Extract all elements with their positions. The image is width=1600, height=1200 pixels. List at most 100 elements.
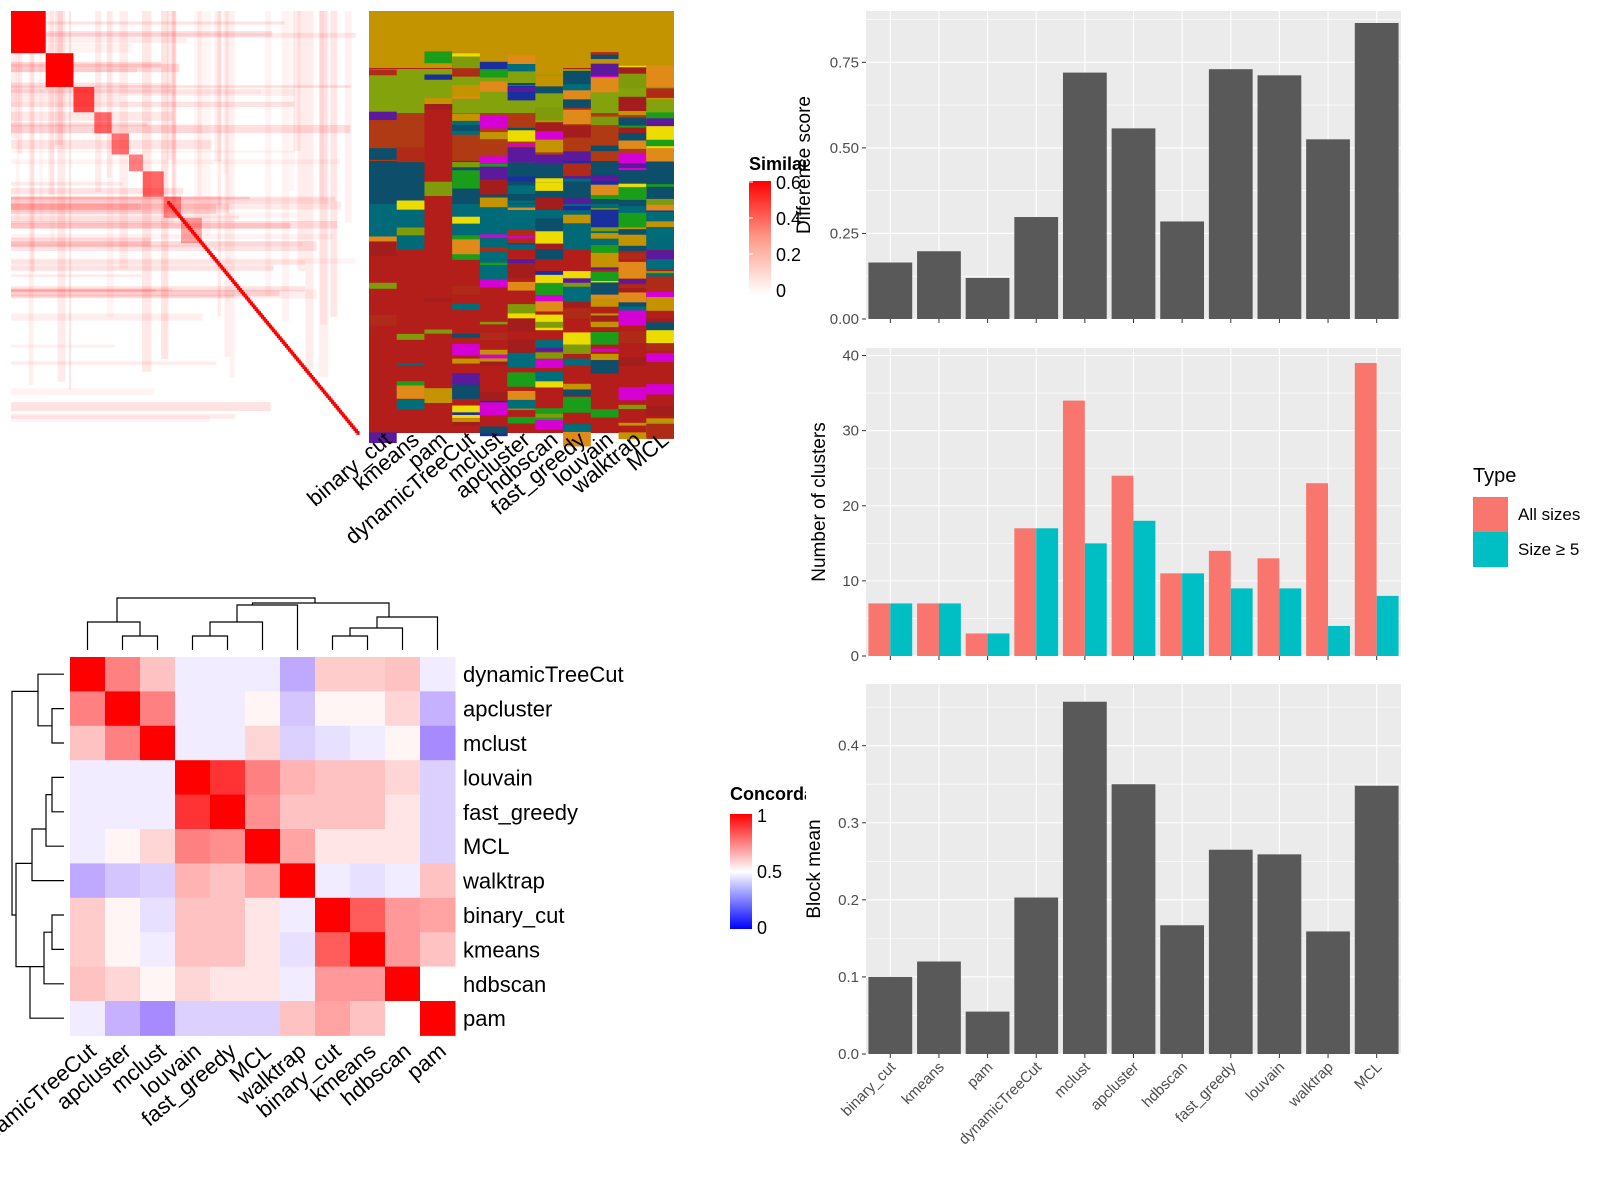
concordance-cell: [280, 760, 316, 796]
similarity-band: [11, 215, 239, 220]
similarity-band: [297, 11, 306, 272]
similarity-legend-title: Similarity: [749, 154, 830, 174]
assignment-cell: [479, 197, 508, 208]
similarity-diagonal-cell: [305, 369, 309, 373]
assignment-cell: [618, 404, 647, 410]
y-tick-label: 30: [842, 423, 859, 440]
bar: [917, 251, 961, 319]
similarity-diagonal-cell: [356, 431, 360, 435]
assignment-cell: [563, 286, 591, 302]
block-mean-chart: 0.0 0.1 0.2 0.3 0.4 binary_cut kmeans pamdynami…: [804, 684, 1401, 1148]
legend-swatch-all-sizes: [1473, 497, 1508, 532]
assignment-cell: [479, 361, 508, 366]
similarity-band: [11, 290, 280, 297]
similarity-diagonal-cell: [340, 411, 344, 416]
assignment-cell: [590, 348, 619, 352]
assignment-cell: [369, 314, 397, 326]
assignment-cell: [563, 214, 591, 224]
similarity-diagonal-cell: [189, 227, 193, 232]
concordance-cell: [420, 932, 456, 968]
concordance-cell: [245, 794, 281, 830]
similarity-band: [11, 388, 155, 395]
x-tick-label: louvain: [1243, 1059, 1289, 1105]
assignment-cell: [618, 284, 647, 289]
assignment-cell: [507, 200, 536, 203]
similarity-diagonal-cell: [326, 394, 330, 399]
concordance-cell: [420, 691, 456, 727]
assignment-cell: [563, 90, 591, 100]
similarity-band: [11, 361, 217, 365]
concordance-cell: [245, 863, 281, 899]
concordance-row-dendrogram: [11, 673, 64, 1019]
similarity-band: [197, 11, 202, 197]
assignment-cell: [646, 65, 674, 82]
assignment-cell: [590, 331, 619, 345]
concordance-cell: [350, 1001, 386, 1036]
assignment-cell: [563, 198, 591, 204]
assignment-cell: [535, 197, 564, 210]
concordance-legend-tick-label: 1: [757, 806, 767, 826]
bar: [917, 603, 939, 656]
similarity-band: [11, 31, 273, 37]
assignment-cell: [563, 431, 591, 447]
assignment-cell: [646, 148, 674, 162]
dendrogram-branch: [331, 635, 369, 650]
bar: [1306, 483, 1329, 656]
similarity-band: [11, 241, 303, 247]
concordance-cell: [420, 1001, 456, 1036]
similarity-diagonal-cell: [222, 268, 227, 273]
similarity-band: [11, 122, 148, 127]
concordance-cell: [350, 966, 386, 1002]
bar: [1111, 128, 1156, 319]
concordance-cell: [175, 725, 211, 761]
similarity-diagonal-cell: [257, 311, 262, 315]
concordance-cell: [105, 932, 141, 968]
assignment-cell: [563, 383, 591, 390]
bar: [1062, 72, 1107, 319]
similarity-band: [11, 201, 342, 210]
similarity-diagonal-cell: [233, 282, 238, 286]
similarity-diagonal-cell: [175, 210, 179, 215]
similarity-band: [106, 11, 114, 318]
assignment-cell: [396, 363, 425, 366]
concordance-cell: [175, 863, 211, 899]
bar: [1354, 363, 1377, 656]
dendrogram-branch: [29, 966, 64, 1019]
assignment-cell: [618, 120, 647, 133]
assignment-cell: [618, 140, 647, 149]
similarity-diagonal-cell: [202, 243, 206, 248]
concordance-legend-tick-label: 0: [757, 918, 767, 938]
similarity-band: [69, 11, 72, 390]
bar: [868, 603, 891, 656]
assignment-cell: [479, 213, 508, 217]
assignment-cell: [452, 183, 480, 189]
assignment-cell: [479, 234, 508, 238]
bar: [1182, 573, 1205, 656]
concordance-cell: [245, 897, 281, 933]
assignment-cell: [424, 329, 453, 334]
concordance-cell: [420, 966, 456, 1002]
similarity-diagonal-cell: [173, 208, 177, 213]
dendrogram-branch: [251, 602, 390, 617]
assignment-cell: [479, 392, 508, 401]
assignment-cell: [424, 181, 453, 196]
dendrogram-branch: [31, 828, 64, 882]
assignment-block: [424, 101, 453, 433]
similarity-diagonal-cell: [210, 253, 214, 257]
assignment-cell: [452, 286, 480, 295]
similarity-band: [320, 11, 328, 325]
similarity-band: [11, 313, 203, 321]
similarity-diagonal-cell: [351, 425, 355, 430]
similarity-diagonal-cell: [316, 382, 320, 387]
concordance-cell: [385, 966, 421, 1002]
concordance-cell: [420, 863, 456, 899]
concordance-cell: [280, 932, 316, 968]
assignment-cell: [452, 56, 480, 69]
concordance-cell: [175, 657, 211, 692]
similarity-diagonal-cell: [218, 262, 222, 267]
assignment-cell: [618, 111, 647, 116]
concordance-cell: [105, 657, 141, 692]
assignment-cell: [507, 143, 536, 147]
concordance-cell: [105, 725, 141, 761]
bar: [1257, 854, 1302, 1054]
